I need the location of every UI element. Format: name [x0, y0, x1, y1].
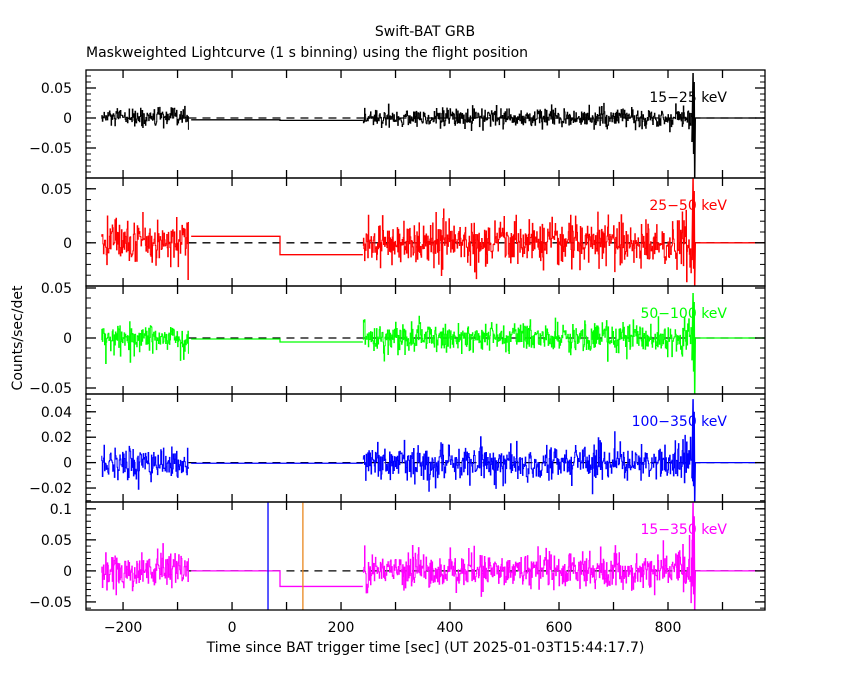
y-tick-label: −0.05	[29, 595, 72, 611]
y-tick-label: 0.05	[41, 533, 72, 549]
y-tick-label: 0.02	[41, 430, 72, 446]
x-tick-label: 800	[655, 620, 682, 636]
y-tick-label: 0.05	[41, 81, 72, 97]
y-tick-label: 0.04	[41, 405, 72, 421]
y-tick-label: 0.1	[50, 502, 72, 518]
panel-frame	[85, 69, 766, 179]
data-step-segment	[191, 235, 363, 256]
data-series-segment	[101, 321, 189, 364]
data-step-segment	[191, 119, 363, 122]
y-tick-label: −0.02	[29, 481, 72, 497]
data-series-segment	[362, 208, 694, 283]
data-step-segment	[191, 570, 363, 588]
panel-data	[101, 72, 765, 178]
y-tick-label: 0	[63, 236, 72, 252]
y-tick-label: 0	[63, 456, 72, 472]
panel-frame	[85, 501, 766, 611]
y-tick-label: 0	[63, 111, 72, 127]
burst-spike	[691, 178, 696, 286]
data-series-segment	[101, 212, 189, 280]
x-tick-label: 0	[228, 620, 237, 636]
x-tick-label: 200	[328, 620, 355, 636]
panel-50-100-kev: 0.05 0 −0.05 50−100 keV	[29, 281, 766, 397]
panel-100-350-kev: 0.04 0.02 0 −0.02 100−350 keV	[29, 393, 766, 503]
panel-25-50-kev: 0.05 0 25−50 keV	[41, 177, 766, 287]
y-tick-label: 0	[63, 564, 72, 580]
energy-band-label: 100−350 keV	[632, 414, 728, 430]
panel-15-350-kev: 0.1 0.05 0 −0.05 15−350 keV	[29, 501, 766, 611]
panel-data	[101, 292, 765, 394]
panel-data	[101, 178, 765, 286]
chart-subtitle: Maskweighted Lightcurve (1 s binning) us…	[86, 45, 529, 61]
data-step-segment	[191, 338, 363, 343]
data-series-segment	[101, 105, 189, 130]
energy-band-label: 50−100 keV	[640, 306, 727, 322]
y-tick-label: 0.05	[41, 281, 72, 297]
panel-15-25-kev: 0.05 0 −0.05 15−25 keV	[29, 69, 766, 179]
data-series-segment	[362, 431, 694, 495]
panel-data	[101, 502, 765, 610]
energy-band-label: 15−25 keV	[649, 90, 727, 106]
energy-band-label: 15−350 keV	[640, 522, 727, 538]
data-series-segment	[362, 535, 694, 604]
y-tick-label: −0.05	[29, 141, 72, 157]
x-axis-label: Time since BAT trigger time [sec] (UT 20…	[206, 640, 645, 656]
panel-data	[101, 399, 765, 502]
data-series-segment	[101, 543, 189, 596]
x-tick-label: 400	[437, 620, 464, 636]
x-tick-label: −200	[104, 620, 142, 636]
burst-spike	[691, 72, 696, 178]
burst-spike	[691, 502, 696, 610]
y-tick-label: −0.05	[29, 381, 72, 397]
data-series-segment	[101, 444, 189, 490]
burst-spike	[691, 399, 696, 502]
chart-title: Swift-BAT GRB	[374, 24, 476, 40]
burst-spike	[691, 292, 696, 394]
y-tick-label: 0.05	[41, 182, 72, 198]
data-series-segment	[362, 102, 694, 138]
energy-band-label: 25−50 keV	[649, 198, 727, 214]
data-series-segment	[362, 315, 694, 362]
x-tick-label: 600	[546, 620, 573, 636]
y-tick-label: 0	[63, 331, 72, 347]
